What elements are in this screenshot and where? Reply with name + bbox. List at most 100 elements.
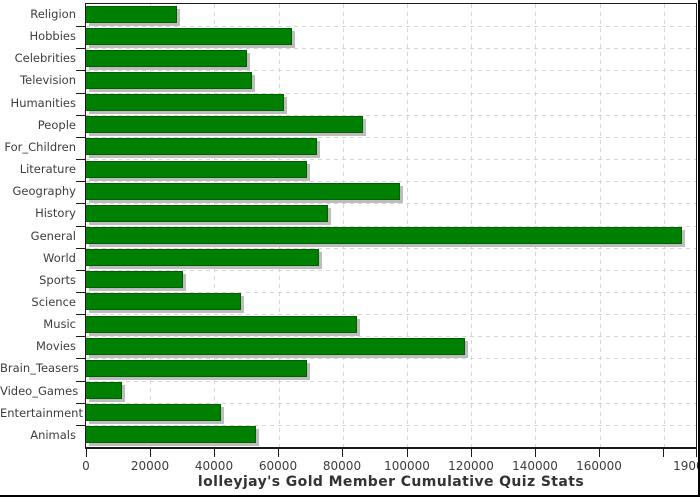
x-axis-tick-label: 60000	[258, 459, 298, 473]
y-axis-tick	[76, 159, 85, 160]
frame-border-bottom	[0, 495, 700, 497]
grid-line-vertical	[214, 4, 215, 447]
grid-line-vertical	[471, 4, 472, 447]
bar	[86, 94, 284, 112]
x-axis-tick-label: 160000	[576, 459, 622, 473]
category-label: Television	[20, 73, 76, 88]
x-axis-tick-label: 0	[82, 459, 90, 473]
grid-line-horizontal	[86, 203, 696, 204]
bar	[86, 315, 357, 333]
category-label: Entertainment	[0, 405, 83, 420]
x-axis-tick-label: 40000	[194, 459, 234, 473]
grid-line-horizontal	[86, 48, 696, 49]
bar	[86, 182, 400, 200]
grid-line-vertical	[407, 4, 408, 447]
x-axis-tick	[150, 449, 151, 457]
y-axis-tick	[76, 270, 85, 271]
y-axis-tick	[76, 115, 85, 116]
x-axis-tick	[278, 449, 279, 457]
x-axis-tick-label: 100000	[384, 459, 430, 473]
grid-line-horizontal	[86, 93, 696, 94]
bar	[86, 271, 183, 289]
category-label: Geography	[12, 184, 77, 199]
bar	[86, 71, 252, 89]
bar	[86, 337, 465, 355]
x-axis-tick	[86, 449, 87, 457]
grid-line-horizontal	[86, 70, 696, 71]
x-axis-tick-label: 140000	[512, 459, 558, 473]
grid-line-horizontal	[86, 115, 696, 116]
category-label: World	[43, 250, 76, 265]
y-axis-tick	[76, 358, 85, 359]
y-axis-tick	[76, 403, 85, 404]
grid-line-horizontal	[86, 336, 696, 337]
x-axis-tick	[407, 449, 408, 457]
category-label: Celebrities	[14, 51, 76, 66]
grid-line-vertical	[150, 4, 151, 447]
category-label: Religion	[30, 7, 76, 21]
y-axis-tick	[76, 381, 85, 382]
grid-line-horizontal	[86, 159, 696, 160]
grid-line-horizontal	[86, 181, 696, 182]
y-axis-tick	[76, 93, 85, 94]
x-axis-tick-label: 190000	[673, 459, 700, 473]
category-label: Movies	[35, 339, 76, 354]
y-axis-tick	[76, 48, 85, 49]
x-axis-tick	[471, 449, 472, 457]
bar	[86, 404, 221, 422]
category-label: Science	[31, 294, 76, 309]
category-label: Video_Games	[0, 383, 79, 398]
y-axis-tick	[76, 181, 85, 182]
grid-line-vertical	[600, 4, 601, 447]
grid-line-horizontal	[86, 358, 696, 359]
bar	[86, 426, 256, 444]
grid-line-horizontal	[86, 270, 696, 271]
y-axis-tick	[76, 70, 85, 71]
x-axis-tick-label: 120000	[448, 459, 494, 473]
y-axis-tick	[76, 248, 85, 249]
x-axis-tick-label: 20000	[130, 459, 170, 473]
plot-area	[85, 3, 697, 449]
bar	[86, 359, 307, 377]
category-label: For_Children	[4, 139, 76, 154]
category-label: Music	[43, 317, 76, 332]
bar	[86, 204, 328, 222]
bar	[86, 138, 317, 156]
category-label: Humanities	[10, 95, 76, 110]
category-label: Literature	[19, 162, 76, 177]
frame-border-right	[698, 0, 700, 497]
x-axis-tick	[599, 449, 600, 457]
bar	[86, 382, 122, 400]
grid-line-horizontal	[86, 403, 696, 404]
grid-line-horizontal	[86, 26, 696, 27]
bar	[86, 227, 682, 244]
y-axis-tick	[76, 203, 85, 204]
grid-line-horizontal	[86, 137, 696, 138]
grid-line-horizontal	[86, 292, 696, 293]
bar	[86, 160, 307, 178]
x-axis-tick	[214, 449, 215, 457]
y-axis-tick	[76, 425, 85, 426]
grid-line-horizontal	[86, 425, 696, 426]
x-axis-tick-label: 80000	[322, 459, 362, 473]
bar	[86, 293, 241, 311]
bar	[86, 249, 319, 267]
bar	[86, 27, 292, 45]
grid-line-vertical	[535, 4, 536, 447]
grid-line-horizontal	[86, 226, 696, 227]
x-axis-tick	[663, 449, 664, 457]
grid-line-horizontal	[86, 381, 696, 382]
x-axis-tick	[342, 449, 343, 457]
y-axis-tick	[76, 336, 85, 337]
category-label: General	[30, 228, 76, 243]
category-label: History	[35, 206, 76, 221]
grid-line-horizontal	[86, 314, 696, 315]
category-label: People	[37, 117, 76, 132]
y-axis-tick	[76, 314, 85, 315]
bar	[86, 49, 247, 67]
y-axis-tick	[76, 226, 85, 227]
y-axis-tick	[76, 26, 85, 27]
y-axis-tick	[76, 137, 85, 138]
bar	[86, 5, 177, 23]
